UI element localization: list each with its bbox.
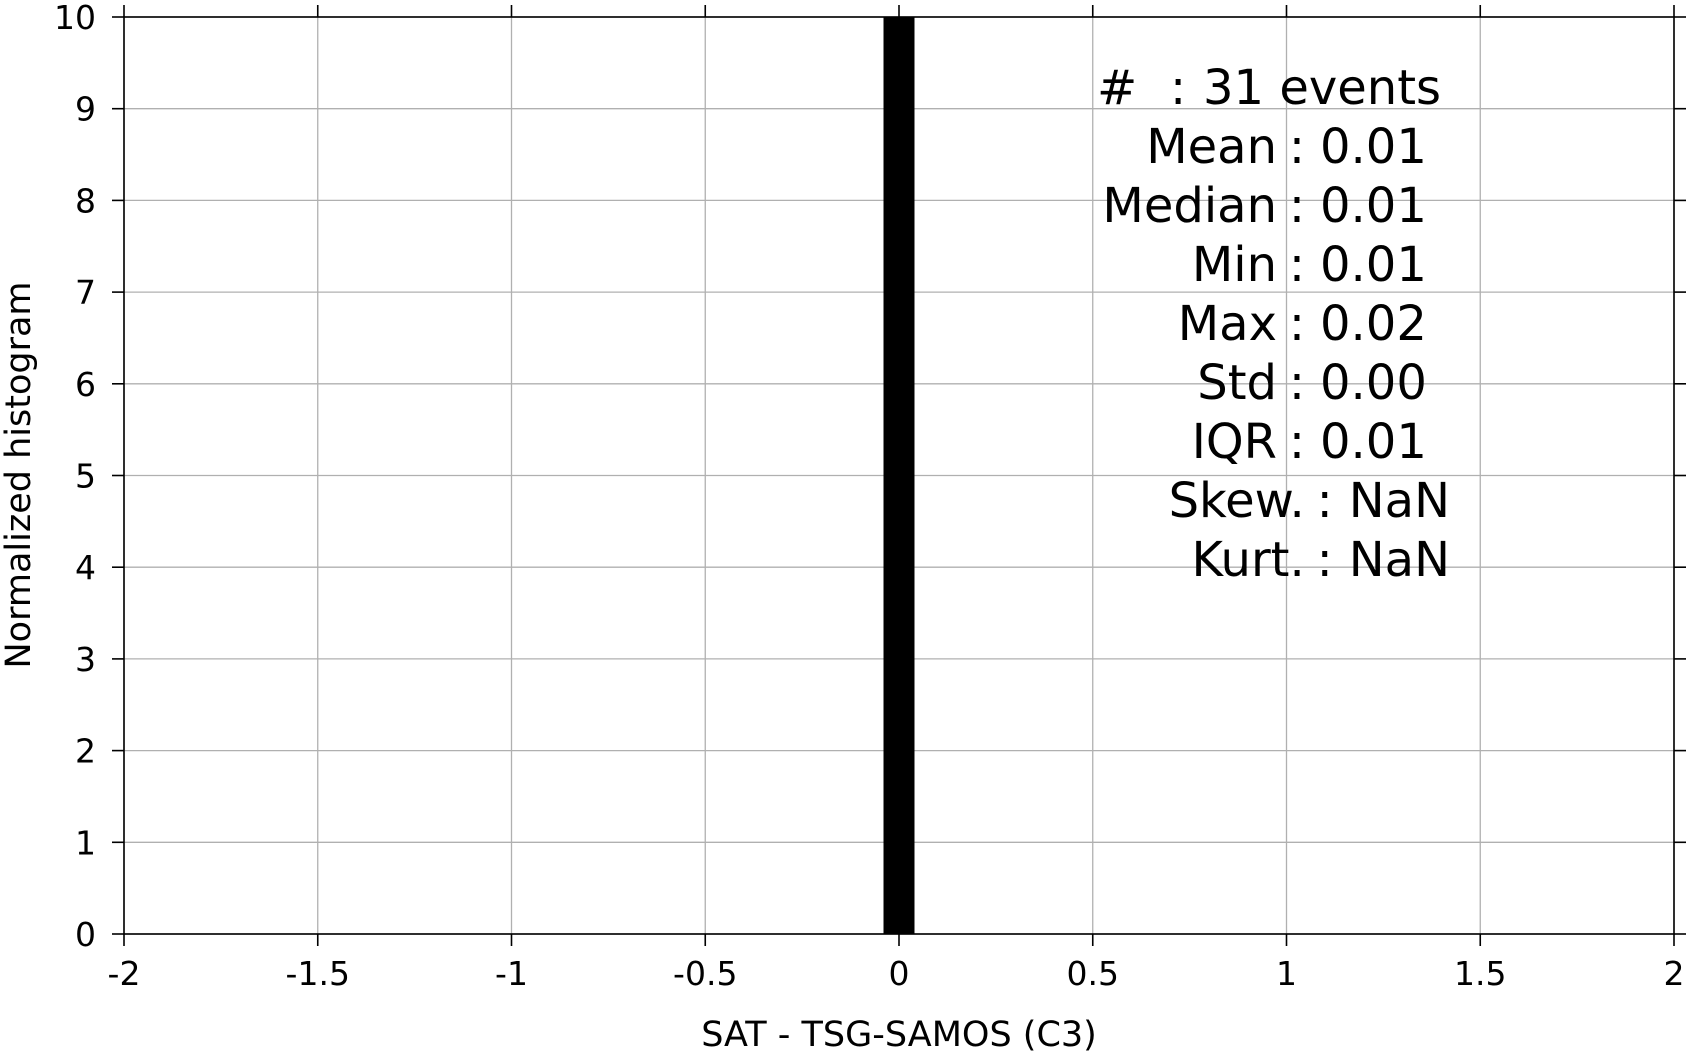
y-tick-label: 2 xyxy=(75,732,96,771)
x-tick-label: 1.5 xyxy=(1454,954,1506,993)
x-tick-label: 1 xyxy=(1276,954,1297,993)
x-axis-label: SAT - TSG-SAMOS (C3) xyxy=(701,1015,1097,1053)
stat-value: NaN xyxy=(1349,532,1450,588)
axis-ticks xyxy=(112,5,1686,946)
y-tick-label: 7 xyxy=(75,273,96,312)
stat-separator: : xyxy=(1289,414,1305,470)
stat-value: 0.01 xyxy=(1320,414,1427,470)
y-tick-label: 4 xyxy=(75,548,96,587)
x-tick-label: -2 xyxy=(108,954,141,993)
stat-separator: : xyxy=(1289,119,1305,175)
stat-value: 0.01 xyxy=(1320,237,1427,293)
x-tick-label: 2 xyxy=(1664,954,1685,993)
stat-separator: : xyxy=(1289,355,1305,411)
histogram-bars xyxy=(883,17,915,934)
stat-value: 0.00 xyxy=(1320,355,1427,411)
statistics-annotation: #:31 eventsMean:0.01Median:0.01Min:0.01M… xyxy=(1097,60,1450,588)
y-tick-labels: 0 1 2 3 4 5 6 7 8 9 10 xyxy=(54,0,96,954)
x-tick-label: -1.5 xyxy=(286,954,350,993)
stat-name: IQR xyxy=(1192,414,1277,470)
x-tick-label: 0.5 xyxy=(1067,954,1119,993)
y-tick-label: 10 xyxy=(54,0,96,37)
stat-value: 31 events xyxy=(1203,60,1441,116)
stat-name: Std xyxy=(1197,355,1277,411)
y-tick-label: 0 xyxy=(75,915,96,954)
y-axis-label: Normalized histogram xyxy=(0,281,39,668)
stat-name: # xyxy=(1097,60,1137,116)
x-tick-label: -0.5 xyxy=(673,954,737,993)
y-tick-label: 1 xyxy=(75,823,96,862)
x-tick-labels: -2 -1.5 -1 -0.5 0 0.5 1 1.5 2 xyxy=(108,954,1685,993)
stat-separator: : xyxy=(1317,532,1333,588)
stat-value: 0.02 xyxy=(1320,296,1427,352)
stat-value: NaN xyxy=(1349,473,1450,529)
stat-separator: : xyxy=(1317,473,1333,529)
x-tick-label: -1 xyxy=(495,954,528,993)
stat-separator: : xyxy=(1289,178,1305,234)
stat-separator: : xyxy=(1289,296,1305,352)
y-tick-label: 8 xyxy=(75,181,96,220)
stat-separator: : xyxy=(1289,237,1305,293)
histogram-bar xyxy=(883,17,915,934)
stat-value: 0.01 xyxy=(1320,119,1427,175)
stat-name: Median xyxy=(1102,178,1277,234)
stat-name: Max xyxy=(1178,296,1277,352)
stat-value: 0.01 xyxy=(1320,178,1427,234)
stat-separator: : xyxy=(1170,60,1186,116)
y-tick-label: 9 xyxy=(75,90,96,129)
y-tick-label: 3 xyxy=(75,640,96,679)
stat-name: Kurt. xyxy=(1191,532,1304,588)
stat-name: Min xyxy=(1192,237,1277,293)
stat-name: Skew. xyxy=(1169,473,1305,529)
y-tick-label: 5 xyxy=(75,457,96,496)
stat-name: Mean xyxy=(1146,119,1277,175)
y-tick-label: 6 xyxy=(75,365,96,404)
x-tick-label: 0 xyxy=(889,954,910,993)
